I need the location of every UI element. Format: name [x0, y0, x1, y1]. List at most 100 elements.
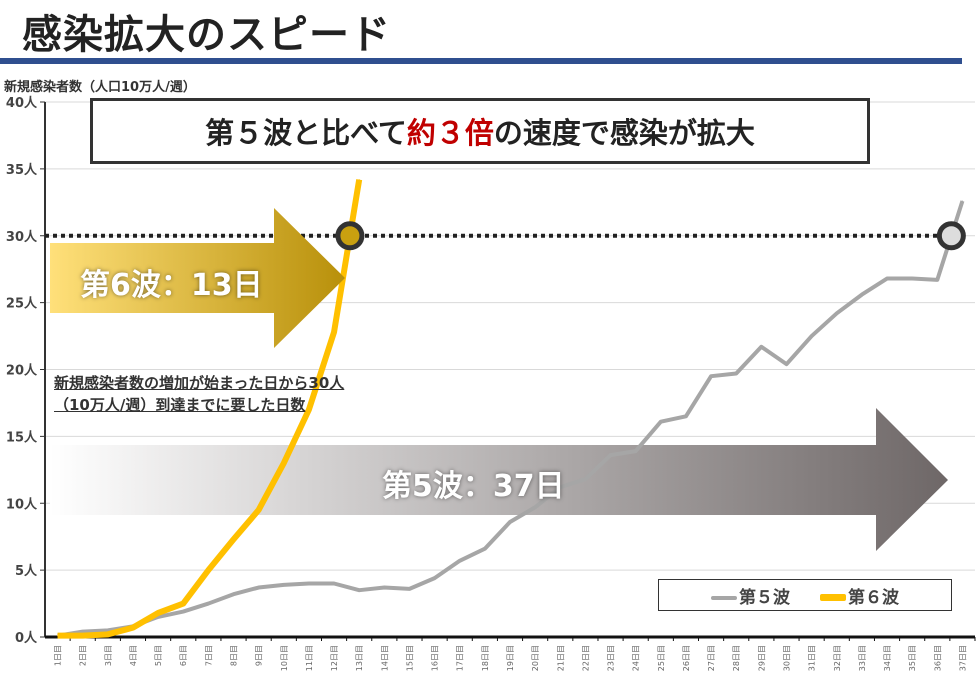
x-tick-label: 33日目: [858, 645, 867, 671]
x-tick-label: 31日目: [808, 645, 817, 671]
title-rule: [0, 58, 962, 64]
x-tick-label: 2日目: [79, 645, 88, 666]
data-point: [911, 278, 913, 280]
x-tick-label: 8日目: [230, 645, 239, 666]
x-tick-label: 16日目: [431, 645, 440, 671]
data-point: [107, 629, 109, 631]
y-tick-label: 35人: [6, 162, 38, 178]
y-tick-label: 30人: [6, 229, 38, 245]
data-point: [283, 462, 285, 464]
y-tick-label: 15人: [6, 429, 38, 445]
x-tick-label: 1日目: [54, 645, 63, 666]
x-tick-label: 5日目: [154, 645, 163, 666]
x-tick-label: 4日目: [129, 645, 138, 666]
x-tick-label: 7日目: [204, 645, 213, 666]
y-tick-label: 5人: [15, 563, 38, 579]
x-tick-label: 15日目: [405, 645, 414, 671]
data-point: [785, 363, 787, 365]
data-point: [685, 415, 687, 417]
wave6-arrow: [50, 208, 345, 348]
data-point: [710, 375, 712, 377]
x-tick-label: 21日目: [556, 645, 565, 671]
data-point: [358, 179, 360, 181]
data-point: [760, 346, 762, 348]
y-tick-label: 10人: [6, 496, 38, 512]
x-tick-label: 25日目: [657, 645, 666, 671]
data-point: [308, 583, 310, 584]
data-point: [107, 633, 109, 635]
y-tick-label: 20人: [6, 363, 38, 379]
data-point: [358, 589, 360, 591]
data-point: [333, 583, 335, 584]
x-tick-label: 29日目: [757, 645, 766, 671]
data-point: [559, 486, 561, 488]
legend-wave6: 第６波: [820, 583, 899, 608]
x-tick-label: 28日目: [732, 645, 741, 671]
wave6-label: 第6波：13日: [80, 268, 263, 303]
data-point: [434, 577, 436, 579]
legend-label: 第５波: [739, 587, 790, 608]
legend-swatch: [711, 595, 737, 600]
y-axis-label: 新規感染者数（人口10万人/週）: [4, 80, 196, 95]
note-line2: （10万人/週）到達までに要した日数: [54, 396, 306, 414]
wave5-label: 第5波：37日: [382, 469, 565, 504]
data-point: [383, 587, 385, 589]
x-tick-label: 20日目: [531, 645, 540, 671]
data-point: [735, 373, 737, 375]
x-tick-label: 23日目: [607, 645, 616, 671]
data-point: [132, 627, 134, 629]
data-point: [182, 611, 184, 613]
data-point: [82, 631, 84, 633]
x-tick-label: 17日目: [456, 645, 465, 671]
data-point: [258, 509, 260, 511]
data-point: [308, 409, 310, 411]
x-tick-label: 37日目: [958, 645, 967, 671]
legend-wave5: 第５波: [711, 583, 790, 608]
data-point: [207, 603, 209, 605]
legend-swatch: [820, 594, 846, 601]
x-tick-label: 36日目: [933, 645, 942, 671]
x-tick-label: 9日目: [255, 645, 264, 666]
wave5-threshold-marker: [936, 221, 966, 251]
data-point: [635, 450, 637, 452]
wave5-arrow: [50, 408, 948, 551]
data-point: [233, 538, 235, 540]
headline-post: の速度で感染が拡大: [493, 116, 755, 150]
x-tick-label: 12日目: [330, 645, 339, 671]
page-title: 感染拡大のスピード: [22, 12, 391, 58]
data-point: [459, 560, 461, 562]
data-point: [258, 587, 260, 589]
data-point: [182, 603, 184, 605]
x-tick-label: 18日目: [481, 645, 490, 671]
y-tick-label: 40人: [6, 95, 38, 111]
data-point: [283, 584, 285, 586]
data-point: [207, 569, 209, 571]
data-point: [961, 200, 963, 202]
x-tick-label: 19日目: [506, 645, 515, 671]
y-tick-label: 25人: [6, 296, 38, 312]
legend: 第５波 第６波: [658, 579, 952, 611]
data-point: [484, 548, 486, 550]
data-point: [584, 478, 586, 480]
data-point: [610, 454, 612, 456]
legend-label: 第６波: [848, 587, 899, 608]
data-point: [408, 588, 410, 590]
data-point: [509, 521, 511, 523]
x-tick-label: 10日目: [280, 645, 289, 671]
x-tick-label: 13日目: [355, 645, 364, 671]
x-tick-label: 22日目: [581, 645, 590, 671]
x-tick-label: 3日目: [104, 645, 113, 666]
data-point: [660, 421, 662, 423]
headline-emphasis: 約３倍: [406, 116, 494, 150]
x-tick-label: 26日目: [682, 645, 691, 671]
x-tick-label: 30日目: [782, 645, 791, 671]
note-line1: 新規感染者数の増加が始まった日から30人: [54, 374, 345, 392]
data-point: [333, 331, 335, 333]
y-tick-label: 0人: [15, 630, 38, 646]
data-point: [886, 278, 888, 280]
data-point: [57, 635, 59, 637]
x-tick-label: 14日目: [380, 645, 389, 671]
data-point: [811, 335, 813, 337]
x-tick-label: 34日目: [883, 645, 892, 671]
